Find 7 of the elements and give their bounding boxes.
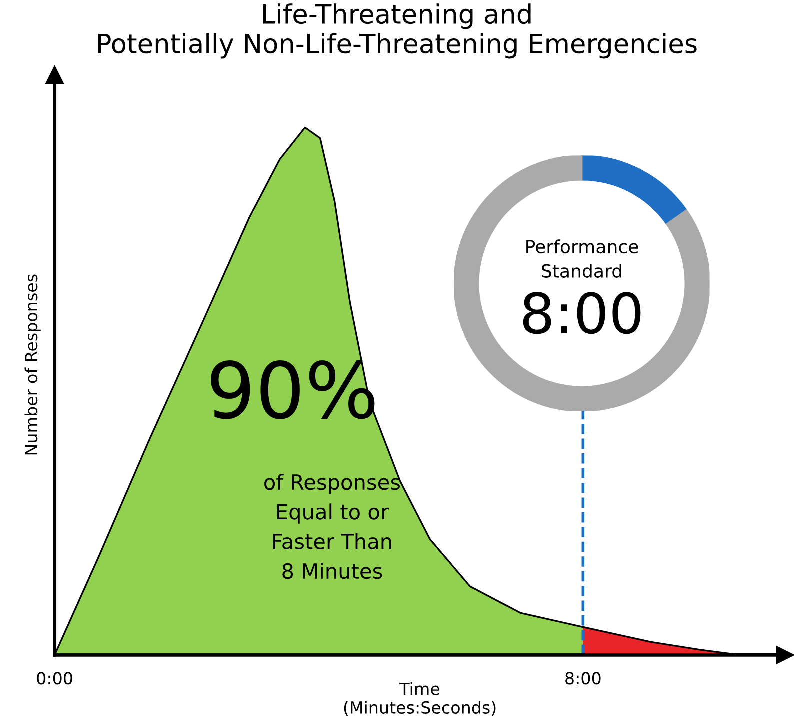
annotation: of Responses Equal to or Faster Than 8 Minutes [264, 474, 400, 580]
x-axis-title: Time (Minutes:Seconds) [344, 682, 496, 716]
x-tick-label: 0:00 [37, 672, 72, 685]
y-axis-title: Number of Responses [24, 274, 41, 455]
chart-title: Life-Threatening and Potentially Non-Life-Threatening Emergencies [98, 4, 697, 59]
annotation: 8:00 [523, 292, 641, 334]
annotation: Performance Standard [526, 240, 638, 278]
